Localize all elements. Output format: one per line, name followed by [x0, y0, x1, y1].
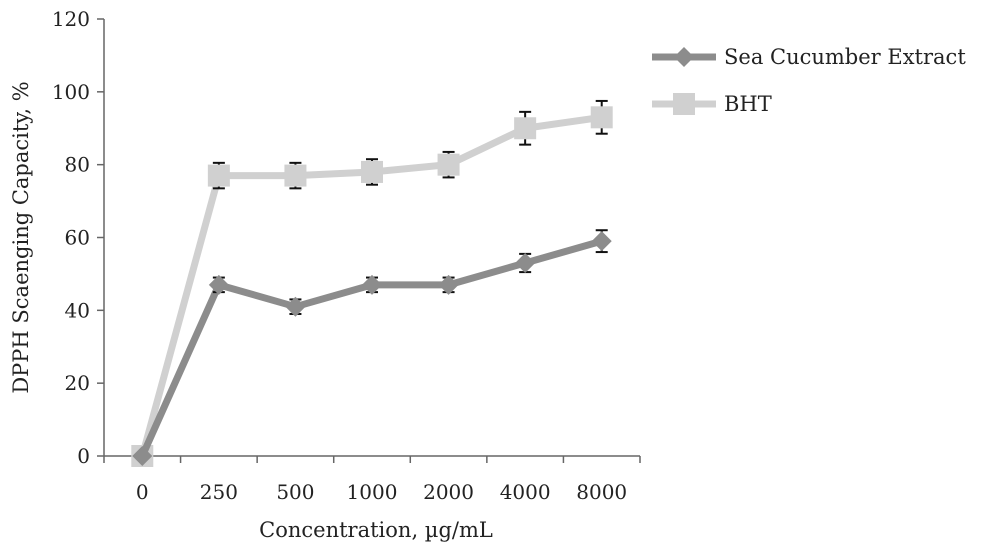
series-line	[139, 237, 603, 458]
legend-item: BHT	[652, 92, 772, 116]
y-tick-label: 60	[65, 226, 90, 250]
legend-label: BHT	[724, 92, 772, 116]
x-axis-title: Concentration, µg/mL	[259, 518, 493, 542]
series-sea-cucumber-extract	[132, 229, 612, 466]
y-tick-label: 100	[52, 80, 90, 104]
x-tick-label: 0	[136, 480, 149, 504]
y-tick-label: 80	[65, 153, 90, 177]
series-layer	[131, 99, 613, 467]
data-point	[514, 117, 537, 140]
data-point	[515, 252, 536, 273]
data-point	[591, 231, 612, 252]
x-tick-label: 500	[276, 480, 314, 504]
legend-item: Sea Cucumber Extract	[652, 45, 966, 69]
x-axis: 0 250 500 1000 2000 4000 8000	[103, 455, 641, 504]
legend-label: Sea Cucumber Extract	[724, 45, 966, 69]
data-point	[437, 153, 460, 176]
y-axis-title: DPPH Scaenging Capacity, %	[9, 81, 33, 393]
data-point	[207, 164, 230, 187]
legend-marker	[674, 47, 694, 67]
x-tick-label: 250	[200, 480, 238, 504]
data-point	[590, 106, 613, 129]
legend: Sea Cucumber Extract BHT	[652, 45, 966, 116]
y-tick-label: 40	[65, 298, 90, 322]
data-point	[284, 164, 307, 187]
data-point	[208, 274, 229, 295]
y-tick-label: 120	[52, 7, 90, 31]
series-bht	[131, 99, 613, 467]
data-point	[438, 274, 459, 295]
x-tick-label: 1000	[347, 480, 398, 504]
y-tick-label: 0	[77, 444, 90, 468]
x-tick-label: 4000	[500, 480, 551, 504]
y-tick-label: 20	[65, 371, 90, 395]
data-point	[361, 160, 383, 183]
x-tick-label: 8000	[576, 480, 627, 504]
data-point	[285, 296, 306, 317]
legend-marker	[673, 93, 695, 115]
data-point	[132, 446, 153, 466]
x-tick-label: 2000	[423, 480, 474, 504]
y-axis: 0 20 40 60 80 100 120	[52, 7, 105, 468]
data-point	[362, 274, 382, 295]
